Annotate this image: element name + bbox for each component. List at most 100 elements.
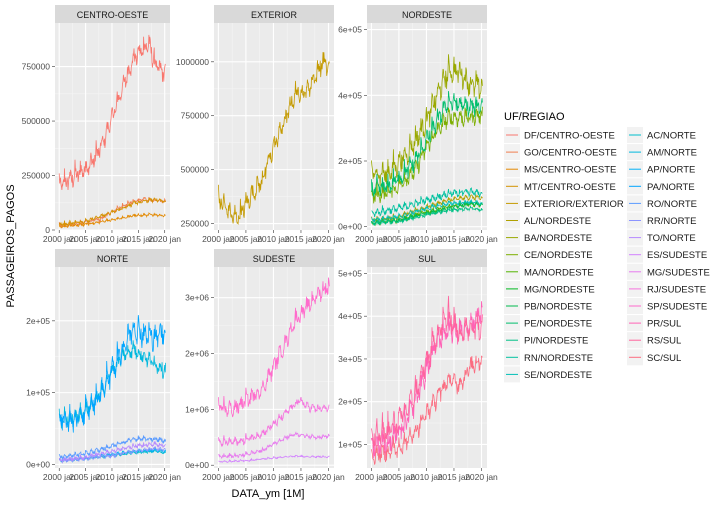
legend-label: EXTERIOR/EXTERIOR bbox=[524, 199, 624, 210]
legend-label: RS/SUL bbox=[647, 336, 681, 347]
x-tick-label: 2005 jan bbox=[230, 234, 263, 244]
y-tick-label: 250000 bbox=[22, 171, 51, 181]
x-tick-label: 2015 jan bbox=[285, 472, 318, 482]
series-line-sp-sudeste bbox=[218, 277, 330, 418]
facet-strip bbox=[214, 249, 334, 267]
facet-title: SUL bbox=[418, 254, 436, 264]
legend-label: MT/CENTRO-OESTE bbox=[524, 182, 616, 193]
y-axis-label: PASSAGEIROS_PAGOS bbox=[5, 184, 17, 307]
legend-label: ES/SUDESTE bbox=[647, 250, 707, 261]
legend-label: RO/NORTE bbox=[647, 199, 697, 210]
legend-item: AM/NORTE bbox=[627, 144, 697, 161]
y-tick-label: 2e+05 bbox=[338, 156, 362, 166]
y-tick-label: 6e+05 bbox=[338, 25, 362, 35]
legend-title: UF/REGIAO bbox=[504, 111, 565, 123]
y-tick-label: 2e+05 bbox=[338, 397, 362, 407]
x-tick-label: 2020 jan bbox=[148, 472, 181, 482]
legend-label: GO/CENTRO-OESTE bbox=[524, 148, 617, 159]
y-tick-label: 3e+06 bbox=[185, 293, 209, 303]
y-tick-label: 250000 bbox=[181, 219, 210, 229]
y-tick-label: 500000 bbox=[22, 116, 51, 126]
x-tick-label: 2005 jan bbox=[69, 234, 102, 244]
legend-item: AL/NORDESTE bbox=[504, 212, 591, 229]
legend-label: AM/NORTE bbox=[647, 148, 697, 159]
x-tick-label: 2020 jan bbox=[465, 234, 498, 244]
x-tick-label: 2005 jan bbox=[383, 472, 416, 482]
grid bbox=[214, 23, 334, 230]
x-tick-label: 2010 jan bbox=[96, 472, 129, 482]
legend-item: MG/NORDESTE bbox=[504, 280, 595, 297]
x-tick-label: 2000 jan bbox=[202, 234, 235, 244]
y-tick-label: 0e+00 bbox=[185, 460, 209, 470]
legend-item: SE/NORDESTE bbox=[504, 366, 592, 383]
y-tick-label: 4e+05 bbox=[338, 90, 362, 100]
facet-title: EXTERIOR bbox=[251, 10, 298, 20]
series-lines bbox=[58, 34, 166, 229]
facet-title: NORTE bbox=[97, 254, 128, 264]
legend-label: BA/NORDESTE bbox=[524, 233, 592, 244]
series-line-mt-centro-oeste bbox=[58, 197, 166, 227]
y-tick-label: 0e+00 bbox=[338, 222, 362, 232]
facet-strip bbox=[367, 249, 487, 267]
legend-label: PR/SUL bbox=[647, 319, 681, 330]
series-line-se-nordeste bbox=[371, 198, 483, 223]
series-line-sc-sul bbox=[371, 355, 483, 465]
legend-label: PI/NORDESTE bbox=[524, 336, 588, 347]
legend-item: ES/SUDESTE bbox=[627, 246, 707, 263]
y-tick-label: 2e+05 bbox=[26, 316, 50, 326]
legend-label: MS/CENTRO-OESTE bbox=[524, 165, 616, 176]
x-tick-label: 2015 jan bbox=[438, 234, 471, 244]
legend-label: AP/NORTE bbox=[647, 165, 695, 176]
x-tick-label: 2000 jan bbox=[355, 472, 388, 482]
x-tick-label: 2005 jan bbox=[230, 472, 263, 482]
x-tick-label: 2020 jan bbox=[312, 234, 345, 244]
legend-item: AP/NORTE bbox=[627, 161, 695, 178]
legend-item: PB/NORDESTE bbox=[504, 298, 592, 314]
series-line-to-norte bbox=[58, 440, 166, 463]
x-axis-label: DATA_ym [1M] bbox=[232, 488, 305, 500]
x-tick-label: 2010 jan bbox=[410, 472, 443, 482]
series-line-ba-nordeste bbox=[371, 54, 483, 186]
legend-item: PR/SUL bbox=[627, 315, 681, 332]
x-tick-label: 2005 jan bbox=[383, 234, 416, 244]
y-tick-label: 0 bbox=[45, 225, 50, 235]
legend-item: MG/SUDESTE bbox=[627, 263, 710, 280]
facet-title: CENTRO-OESTE bbox=[77, 10, 149, 20]
x-tick-label: 2000 jan bbox=[355, 234, 388, 244]
legend-item: BA/NORDESTE bbox=[504, 229, 592, 246]
legend-label: SE/NORDESTE bbox=[524, 370, 592, 381]
x-tick-label: 2010 jan bbox=[410, 234, 443, 244]
grid bbox=[367, 267, 487, 468]
series-line-ms-centro-oeste bbox=[58, 211, 166, 229]
legend-item: DF/CENTRO-OESTE bbox=[504, 127, 615, 143]
y-tick-label: 1e+06 bbox=[185, 404, 209, 414]
series-line-pe-nordeste bbox=[371, 91, 483, 197]
legend-label: PE/NORDESTE bbox=[524, 319, 592, 330]
legend-item: PA/NORTE bbox=[627, 178, 695, 195]
legend-item: GO/CENTRO-OESTE bbox=[504, 144, 617, 161]
legend-item: RJ/SUDESTE bbox=[627, 280, 706, 297]
x-tick-label: 2010 jan bbox=[257, 234, 290, 244]
legend-item: RN/NORDESTE bbox=[504, 349, 593, 366]
legend-item: RR/NORTE bbox=[627, 212, 696, 229]
legend-item: MS/CENTRO-OESTE bbox=[504, 161, 616, 178]
x-tick-label: 2010 jan bbox=[257, 472, 290, 482]
legend-item: SP/SUDESTE bbox=[627, 298, 707, 314]
y-tick-label: 750000 bbox=[22, 62, 51, 72]
y-tick-label: 1e+05 bbox=[26, 388, 50, 398]
legend-label: PA/NORTE bbox=[647, 182, 695, 193]
legend-label: RN/NORDESTE bbox=[524, 353, 593, 364]
series-line-pa-norte bbox=[58, 315, 166, 433]
legend-item: TO/NORTE bbox=[627, 229, 696, 246]
legend-items: DF/CENTRO-OESTE GO/CENTRO-OESTE MS/CENTRO-… bbox=[504, 127, 710, 383]
legend-label: TO/NORTE bbox=[647, 233, 696, 244]
y-tick-label: 500000 bbox=[181, 165, 210, 175]
